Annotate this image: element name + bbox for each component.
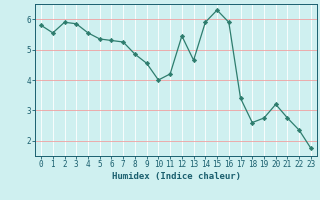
X-axis label: Humidex (Indice chaleur): Humidex (Indice chaleur) — [111, 172, 241, 181]
